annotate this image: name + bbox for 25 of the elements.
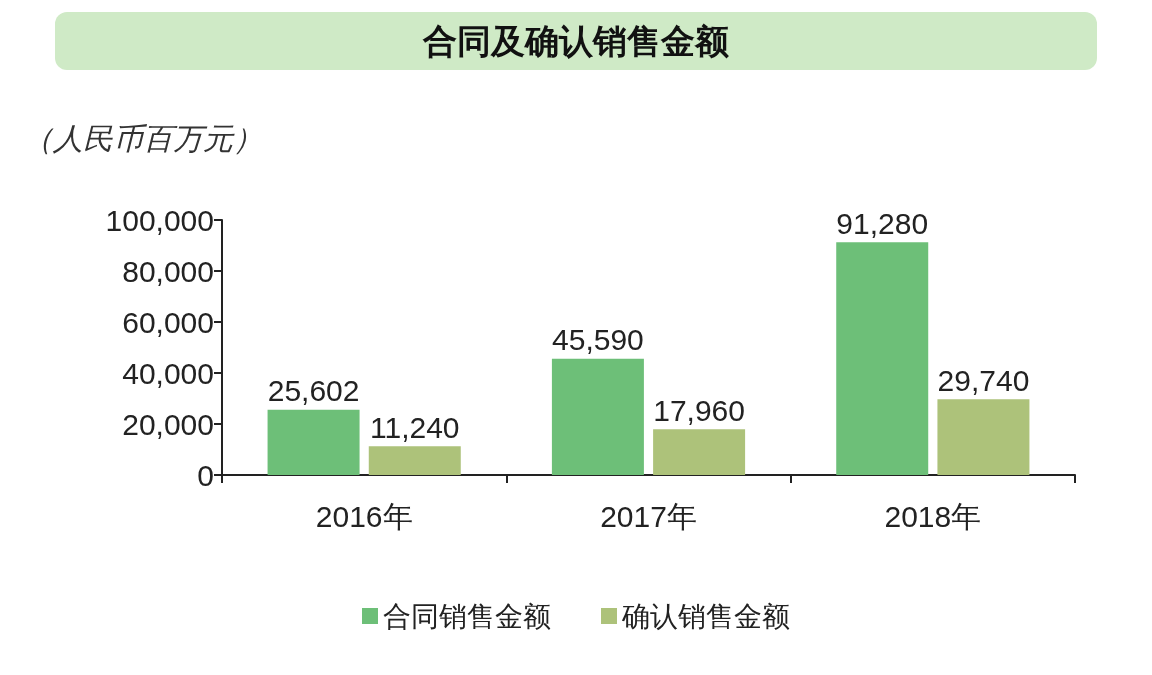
data-label: 29,740 [937,363,1030,397]
y-tick-label: 0 [197,458,214,492]
y-tick-label: 80,000 [122,254,214,288]
bar [937,399,1030,475]
data-label: 45,590 [552,323,644,357]
bar [267,409,360,475]
x-tick-label: 2017年 [600,499,697,533]
bar [836,242,929,475]
x-tick-label: 2016年 [315,499,413,533]
data-label: 91,280 [836,206,929,240]
y-tick-label: 40,000 [122,356,214,390]
data-label: 11,240 [370,410,460,444]
x-tick-label: 2018年 [884,499,982,533]
legend-label: 确认销售金额 [621,600,790,632]
y-tick-label: 60,000 [122,305,214,339]
y-tick-label: 20,000 [122,407,214,441]
data-label: 17,960 [653,393,745,427]
chart-title: 合同及确认销售金额 [422,22,729,60]
bar [551,358,644,475]
data-label: 25,602 [267,374,360,408]
legend-label: 合同销售金额 [383,600,551,632]
bar [368,446,461,475]
y-tick-label: 100,000 [105,203,214,237]
y-axis-title: （人民币百万元） [23,121,263,155]
bar [653,429,746,475]
